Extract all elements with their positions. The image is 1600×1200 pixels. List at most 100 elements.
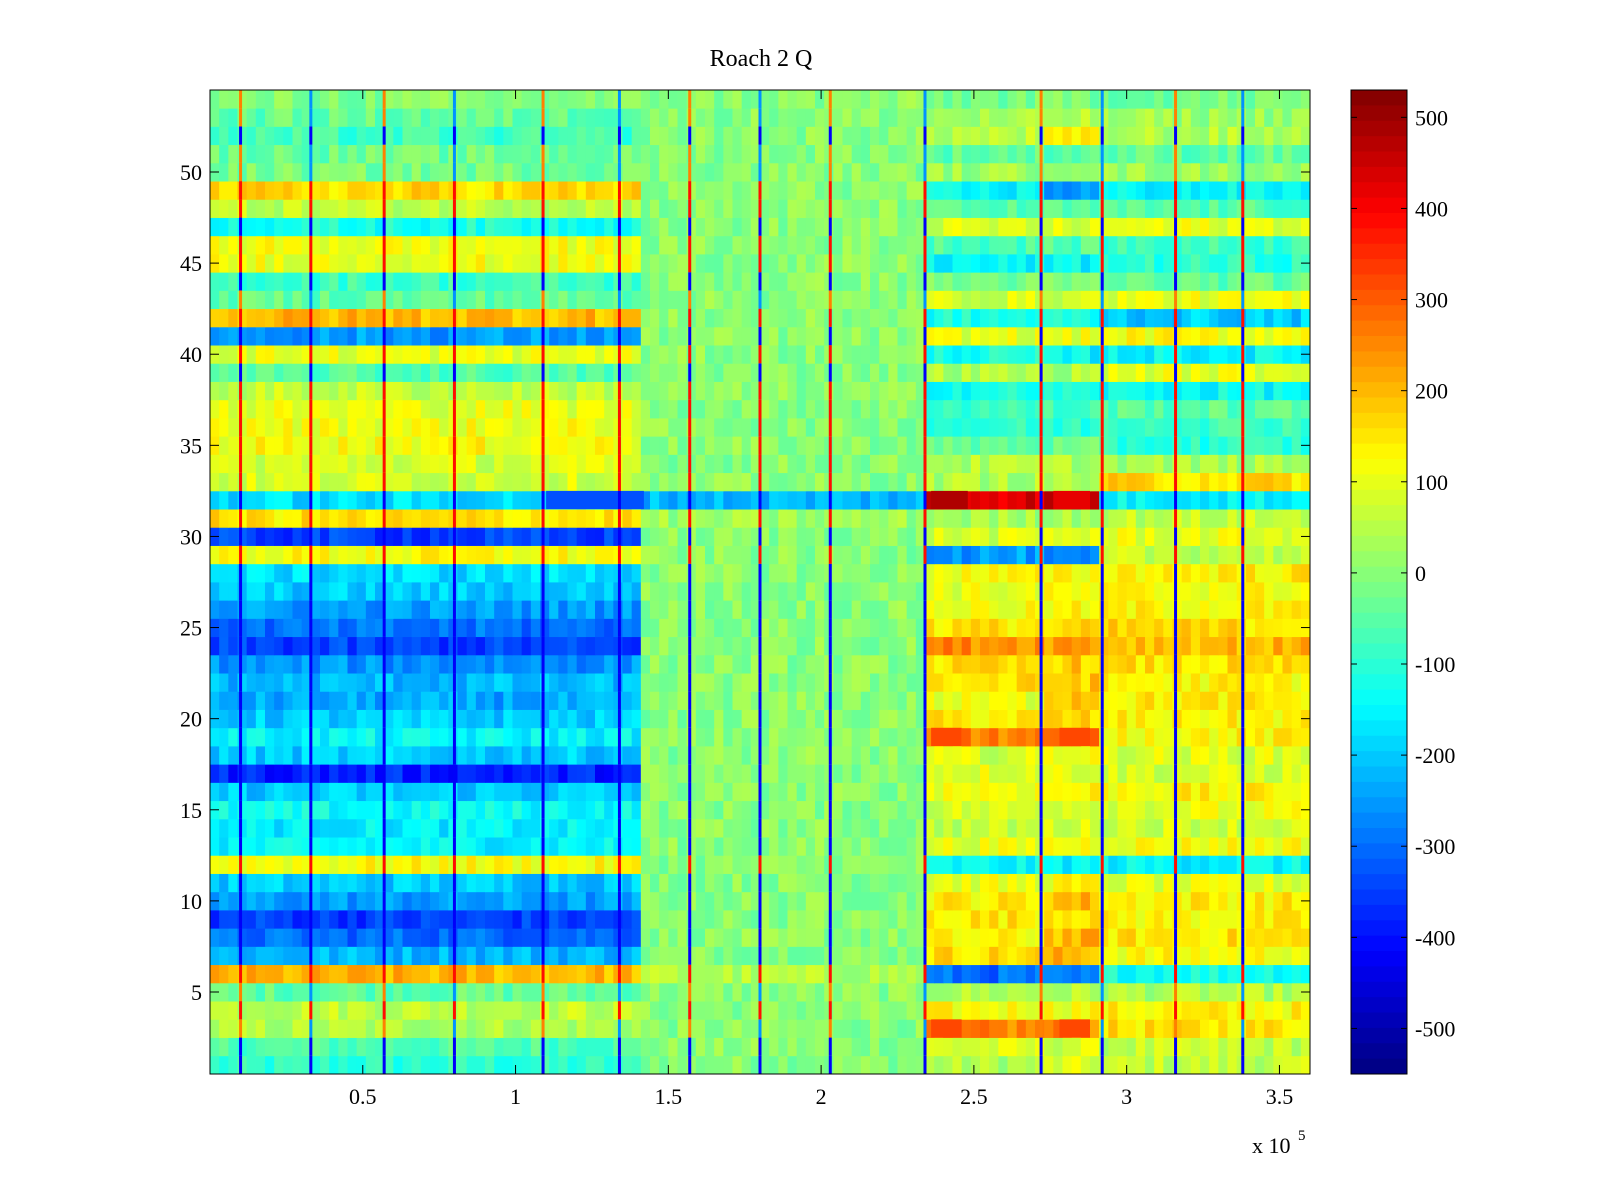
heatmap-cell [1016, 891, 1027, 911]
heatmap-cell [631, 982, 642, 1002]
heatmap-cell [521, 691, 532, 710]
heatmap-cell [833, 910, 843, 929]
heatmap-cell [393, 472, 403, 492]
heatmap-cell [1016, 545, 1027, 565]
heatmap-cell [1264, 545, 1274, 565]
heatmap-cell [980, 782, 990, 802]
heatmap-cell [1071, 764, 1082, 783]
heatmap-cell [292, 1055, 303, 1075]
heatmap-cell [1108, 946, 1118, 966]
heatmap-cell [595, 636, 605, 656]
heatmap-cell [705, 727, 715, 747]
heatmap-cell [540, 837, 550, 856]
heatmap-cell [631, 600, 642, 619]
heatmap-cell [750, 818, 761, 838]
heatmap-cell [356, 709, 367, 729]
heatmap-cell [1053, 818, 1063, 838]
heatmap-cell [998, 418, 1008, 437]
heatmap-cell [1071, 837, 1082, 856]
heatmap-cell [567, 472, 578, 492]
heatmap-cell [255, 600, 266, 619]
heatmap-cell [1282, 982, 1293, 1002]
heatmap-cell [879, 1037, 889, 1057]
heatmap-cell [494, 873, 504, 893]
heatmap-cell [815, 855, 825, 874]
heatmap-cell [439, 600, 449, 619]
heatmap-cell [530, 1055, 541, 1075]
heatmap-cell [1181, 818, 1192, 838]
heatmap-cell [540, 363, 550, 382]
heatmap-cell [1218, 363, 1228, 382]
heatmap-cell [686, 946, 697, 966]
heatmap-cell [769, 326, 779, 346]
heatmap-cell [430, 418, 440, 437]
heatmap-cell [1200, 545, 1210, 565]
heatmap-cell [870, 946, 880, 966]
heatmap-cell [1300, 727, 1311, 747]
heatmap-cell [1145, 855, 1155, 874]
heatmap-cell [320, 308, 330, 328]
heatmap-cell [897, 837, 908, 856]
heatmap-cell [237, 545, 248, 565]
heatmap-cell [1209, 818, 1219, 838]
heatmap-cell [255, 472, 266, 492]
heatmap-cell [485, 418, 495, 437]
heatmap-cell [301, 472, 312, 492]
heatmap-cell [521, 800, 532, 820]
heatmap-cell [714, 727, 724, 747]
heatmap-cell [365, 418, 376, 437]
heatmap-cell [512, 746, 523, 765]
heatmap-cell [870, 563, 880, 583]
heatmap-cell [998, 527, 1008, 546]
heatmap-cell [1145, 673, 1155, 692]
heatmap-cell [439, 1001, 449, 1020]
heatmap-cell [521, 582, 532, 601]
heatmap-cell [915, 800, 926, 820]
heatmap-cell [1200, 1055, 1210, 1075]
heatmap-cell [1044, 946, 1054, 966]
heatmap-cell [521, 873, 532, 893]
heatmap-cell [769, 399, 779, 419]
heatmap-cell [1108, 746, 1118, 765]
heatmap-cell [714, 891, 724, 911]
heatmap-cell [1172, 982, 1183, 1002]
heatmap-cell [1135, 418, 1146, 437]
heatmap-cell [1108, 673, 1118, 692]
heatmap-cell [1126, 1019, 1137, 1038]
heatmap-cell [989, 490, 999, 510]
heatmap-cell [833, 527, 843, 546]
heatmap-cell [320, 946, 330, 966]
heatmap-cell [741, 964, 752, 984]
heatmap-cell [320, 691, 330, 710]
heatmap-cell [265, 1019, 275, 1038]
heatmap-cell [1273, 527, 1283, 546]
heatmap-cell [283, 454, 293, 474]
heatmap-cell [1090, 1037, 1100, 1057]
heatmap-cell [1090, 618, 1100, 638]
heatmap-cell [1264, 1001, 1274, 1020]
heatmap-cell [879, 345, 889, 364]
heatmap-cell [567, 509, 578, 528]
heatmap-cell [430, 399, 440, 419]
heatmap-cell [549, 399, 559, 419]
heatmap-cell [457, 326, 468, 346]
heatmap-cell [705, 946, 715, 966]
heatmap-cell [384, 1001, 394, 1020]
heatmap-cell [714, 764, 724, 783]
heatmap-cell [1209, 946, 1219, 966]
heatmap-cell [1190, 418, 1201, 437]
heatmap-cell [787, 1019, 798, 1038]
heatmap-cell [430, 946, 440, 966]
heatmap-cell [998, 855, 1008, 874]
heatmap-cell [1080, 418, 1091, 437]
heatmap-cell [815, 636, 825, 656]
heatmap-cell [420, 1001, 431, 1020]
heatmap-cell [815, 527, 825, 546]
heatmap-cell [833, 1037, 843, 1057]
heatmap-cell [1135, 1019, 1146, 1038]
heatmap-cell [1080, 855, 1091, 874]
heatmap-cell [228, 910, 238, 929]
heatmap-cell [255, 436, 266, 455]
heatmap-cell [998, 1019, 1008, 1038]
heatmap-cell [750, 782, 761, 802]
